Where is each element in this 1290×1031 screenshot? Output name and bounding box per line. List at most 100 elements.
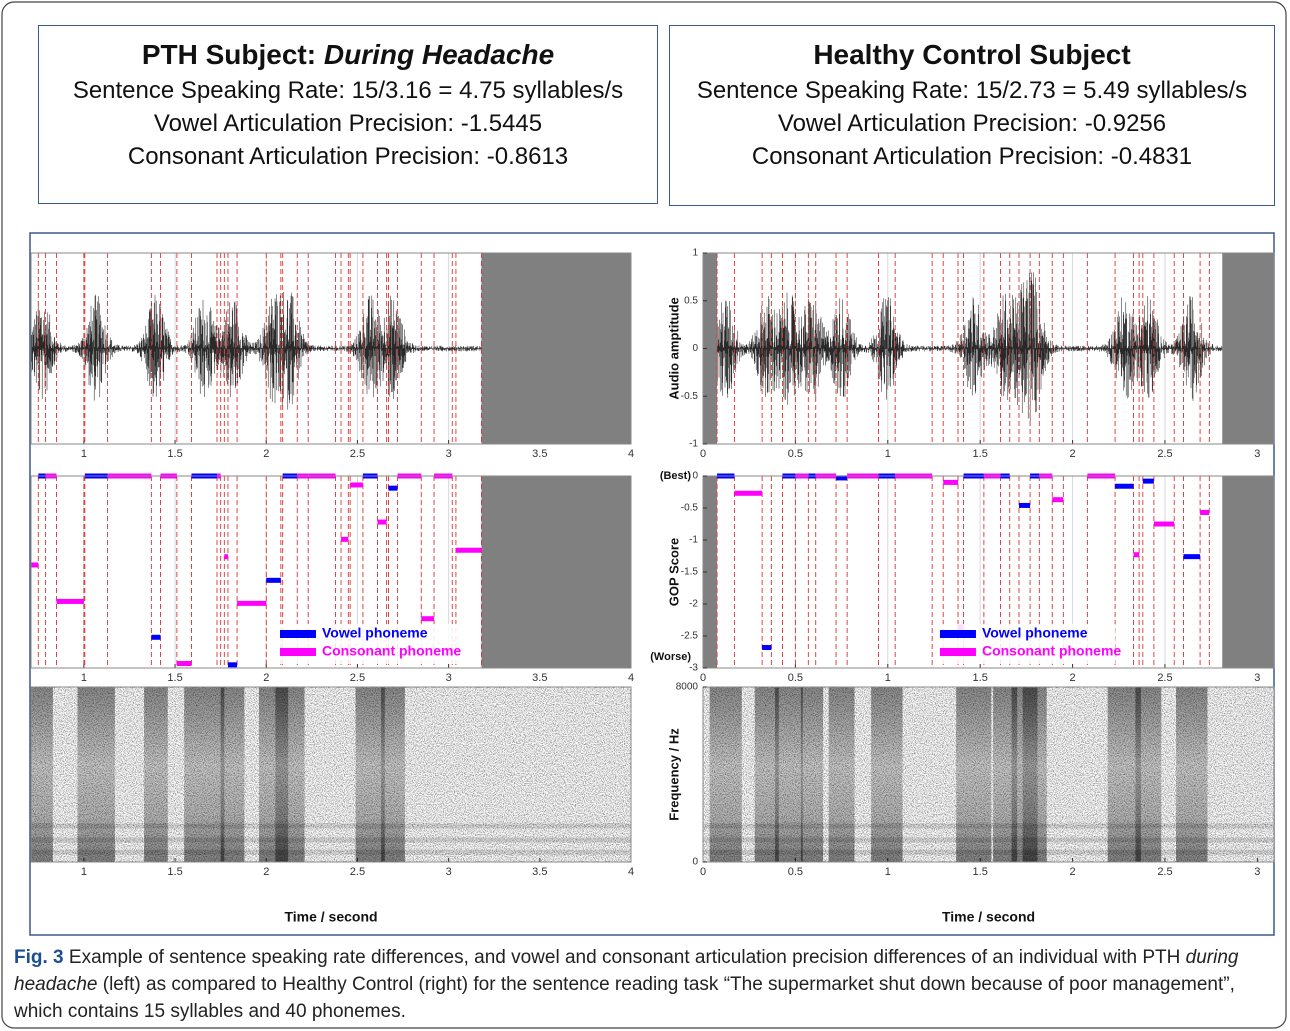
x-tick-label: 2.5 <box>350 866 365 878</box>
gop-segment <box>421 616 435 622</box>
y-axis-label: Frequency / Hz <box>666 728 681 821</box>
spectrogram-band <box>709 687 742 862</box>
x-tick-label: 2 <box>1070 866 1076 878</box>
x-tick-label: 1 <box>81 672 87 684</box>
control-summary-box: Healthy Control Subject Sentence Speakin… <box>669 25 1275 206</box>
gop-segment <box>266 577 281 583</box>
y-tick-label: -3 <box>689 663 698 674</box>
gop-segment <box>227 662 238 668</box>
box-title: Healthy Control Subject <box>813 39 1131 70</box>
x-axis-label: Time / second <box>942 909 1035 925</box>
gop-segment <box>151 634 161 640</box>
x-tick-label: 1 <box>81 448 87 460</box>
x-tick-label: 1 <box>885 448 891 460</box>
legend-swatch <box>280 630 316 638</box>
title-text: PTH Subject: <box>141 39 317 70</box>
gop-segment <box>176 661 192 667</box>
plot-frame <box>30 475 632 669</box>
caption-label: Fig. 3 <box>14 947 64 968</box>
x-tick-label: 2 <box>1070 672 1076 684</box>
y-tick-label: 0 <box>692 343 698 354</box>
x-tick-label: 3 <box>446 866 452 878</box>
x-tick-label: 2.5 <box>1157 448 1172 460</box>
legend-label: Consonant phoneme <box>322 643 461 659</box>
x-tick-label: 2 <box>263 672 269 684</box>
spectrogram-band <box>184 687 225 862</box>
box-line: Sentence Speaking Rate: 15/3.16 = 4.75 s… <box>72 77 624 104</box>
gop-segment <box>1133 552 1140 558</box>
x-tick-label: 1.5 <box>167 866 182 878</box>
legend-label: Vowel phoneme <box>322 625 428 641</box>
caption-text: (left) as compared to Healthy Control (r… <box>14 974 1235 1022</box>
spectrogram-formant <box>703 849 1274 855</box>
gop-worst-label: (Worse) <box>650 651 691 663</box>
gop-segment <box>1052 497 1064 503</box>
spectrogram-band <box>1176 687 1208 862</box>
x-tick-label: 3 <box>1254 448 1260 460</box>
x-tick-label: 4 <box>628 448 634 460</box>
spectrogram-noise <box>31 687 631 862</box>
x-tick-label: 3 <box>446 448 452 460</box>
gop-segment <box>1018 502 1031 508</box>
box-line: Consonant Articulation Precision: -0.861… <box>127 143 569 170</box>
caption-text: Example of sentence speaking rate differ… <box>68 947 1181 968</box>
gop-segment <box>943 479 959 485</box>
x-tick-label: 2.5 <box>350 448 365 460</box>
gop-segment <box>1153 521 1175 527</box>
x-tick-label: 0 <box>700 448 706 460</box>
y-tick-label: -1.5 <box>681 567 699 578</box>
x-tick-label: 3.5 <box>532 866 547 878</box>
x-tick-label: 1 <box>885 866 891 878</box>
x-tick-label: 4 <box>628 866 634 878</box>
gop-segment <box>836 475 848 481</box>
box-line: Vowel Articulation Precision: -0.9256 <box>777 110 1167 137</box>
plot-frame <box>30 252 632 445</box>
gop-segment <box>1183 554 1201 560</box>
gop-segment <box>1200 509 1210 515</box>
spectrogram-band <box>77 687 115 862</box>
gop-best-label: (Best) <box>660 470 692 482</box>
spectrogram-band <box>828 687 855 862</box>
silence-region <box>481 253 631 444</box>
y-tick-label: 0 <box>692 471 698 482</box>
gop-segment <box>1142 478 1154 484</box>
y-tick-label: -2 <box>689 599 698 610</box>
spectrogram-band <box>956 687 992 862</box>
legend-label: Consonant phoneme <box>982 643 1121 659</box>
silence-region <box>481 476 631 668</box>
y-tick-label: 1 <box>692 248 698 259</box>
spectrogram-band <box>275 687 305 862</box>
silence-region <box>703 476 718 668</box>
y-tick-label: -0.5 <box>681 503 699 514</box>
spectrogram-formant <box>703 823 1274 829</box>
pth-summary-box: PTH Subject: During Headache Sentence Sp… <box>38 25 658 204</box>
x-tick-label: 4 <box>628 672 634 684</box>
spectrogram-band <box>1022 687 1047 862</box>
x-tick-label: 0.5 <box>788 448 803 460</box>
legend-swatch <box>939 630 976 638</box>
x-tick-label: 1.5 <box>167 448 182 460</box>
x-tick-label: 0.5 <box>788 672 803 684</box>
spectrogram-band <box>800 687 824 862</box>
y-axis-label: Audio amptitude <box>666 297 681 400</box>
gop-segment <box>224 554 228 560</box>
x-tick-label: 0 <box>700 672 706 684</box>
gop-segment <box>350 482 363 488</box>
x-tick-label: 2 <box>263 448 269 460</box>
x-tick-label: 3.5 <box>532 448 547 460</box>
x-tick-label: 2 <box>263 866 269 878</box>
spectrogram-band <box>220 687 245 862</box>
y-axis-label: GOP Score <box>666 538 681 606</box>
title-emphasis: During Headache <box>323 39 555 70</box>
silence-region <box>1222 253 1274 444</box>
spectrogram-band <box>381 687 405 862</box>
y-tick-label: -1 <box>689 535 698 546</box>
spectrogram-band <box>754 687 779 862</box>
legend-swatch <box>280 648 316 656</box>
y-tick-label: -2.5 <box>681 631 699 642</box>
plot-frame <box>30 686 632 863</box>
x-tick-label: 2.5 <box>1157 866 1172 878</box>
x-tick-label: 3.5 <box>532 672 547 684</box>
legend-swatch <box>939 648 976 656</box>
